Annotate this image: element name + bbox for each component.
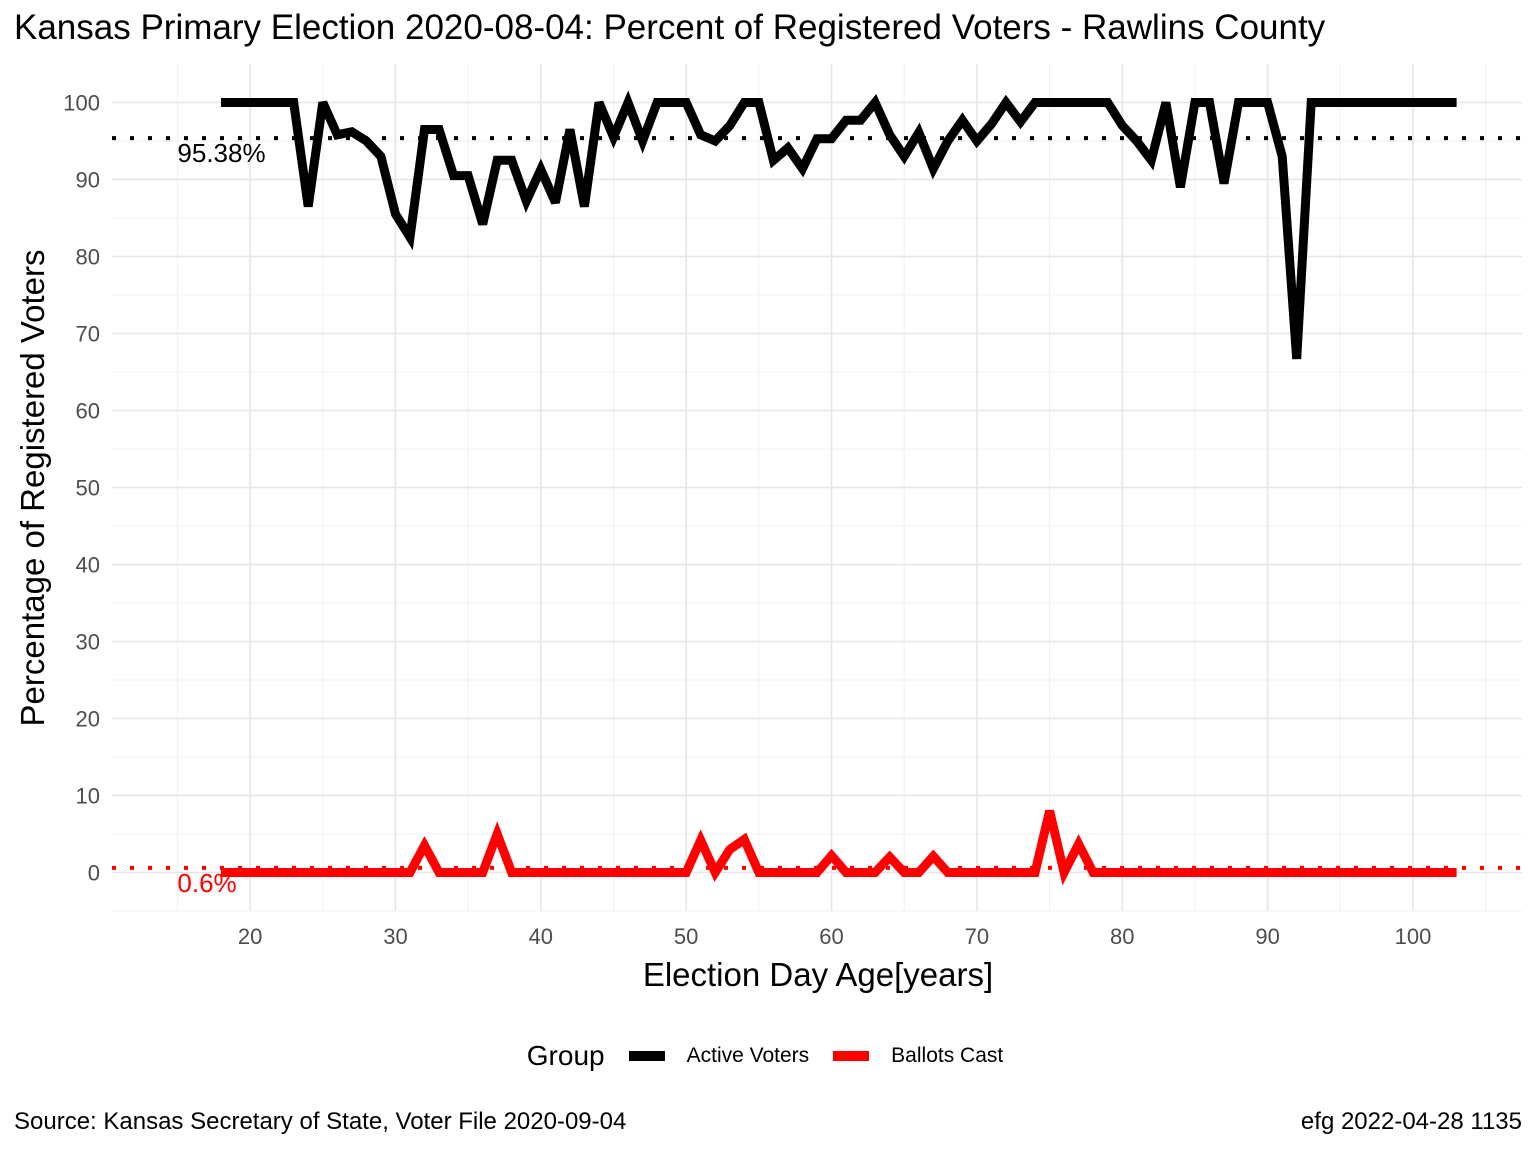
source-caption: Source: Kansas Secretary of State, Voter…: [14, 1108, 627, 1135]
reference-label: 95.38%: [177, 138, 265, 168]
reference-lines: [112, 136, 1522, 870]
line-chart: 95.38% 0.6% 0 10 20 30 40 50 60 70 80 90 100 20 30 40…: [14, 64, 1522, 993]
legend-swatch-active-voters: [628, 1051, 665, 1061]
series-line-ballots-cast: [221, 809, 1457, 886]
x-tick-label: 70: [965, 924, 989, 949]
y-tick-label: 50: [76, 476, 100, 501]
y-axis-ticks: 0 10 20 30 40 50 60 70 80 90 100: [63, 91, 100, 886]
legend-item-active-voters: Active Voters: [628, 1044, 810, 1068]
x-tick-label: 60: [819, 924, 843, 949]
legend-label-ballots-cast: Ballots Cast: [891, 1044, 1004, 1067]
legend: Group Active Voters Ballots Cast: [0, 1040, 1536, 1072]
reference-label: 0.6%: [177, 868, 236, 898]
x-tick-label: 30: [383, 924, 407, 949]
reference-labels: 95.38% 0.6%: [177, 138, 265, 898]
x-tick-label: 100: [1395, 924, 1432, 949]
x-tick-label: 90: [1255, 924, 1279, 949]
y-tick-label: 80: [76, 245, 100, 270]
y-tick-label: 10: [76, 784, 100, 809]
chart-title: Kansas Primary Election 2020-08-04: Perc…: [14, 8, 1326, 47]
y-tick-label: 0: [88, 861, 100, 886]
series-lines: [221, 90, 1457, 886]
x-tick-label: 40: [529, 924, 553, 949]
y-tick-label: 30: [76, 630, 100, 655]
x-tick-label: 80: [1110, 924, 1134, 949]
y-axis-title: Percentage of Registered Voters: [14, 250, 51, 727]
x-tick-label: 20: [238, 924, 262, 949]
y-tick-label: 20: [76, 707, 100, 732]
legend-label-active-voters: Active Voters: [686, 1044, 810, 1067]
x-axis-title: Election Day Age[years]: [643, 956, 993, 993]
y-tick-label: 60: [76, 399, 100, 424]
y-tick-label: 70: [76, 322, 100, 347]
grid-lines: [112, 64, 1522, 912]
legend-swatch-ballots-cast: [833, 1051, 870, 1061]
series-line-active-voters: [221, 90, 1457, 360]
x-axis-ticks: 20 30 40 50 60 70 80 90 100: [238, 924, 1431, 949]
y-tick-label: 90: [76, 168, 100, 193]
y-tick-label: 100: [63, 91, 100, 116]
legend-title: Group: [526, 1040, 605, 1071]
y-tick-label: 40: [76, 553, 100, 578]
author-caption: efg 2022-04-28 1135: [1300, 1108, 1522, 1135]
legend-item-ballots-cast: Ballots Cast: [833, 1044, 1003, 1068]
x-tick-label: 50: [674, 924, 698, 949]
